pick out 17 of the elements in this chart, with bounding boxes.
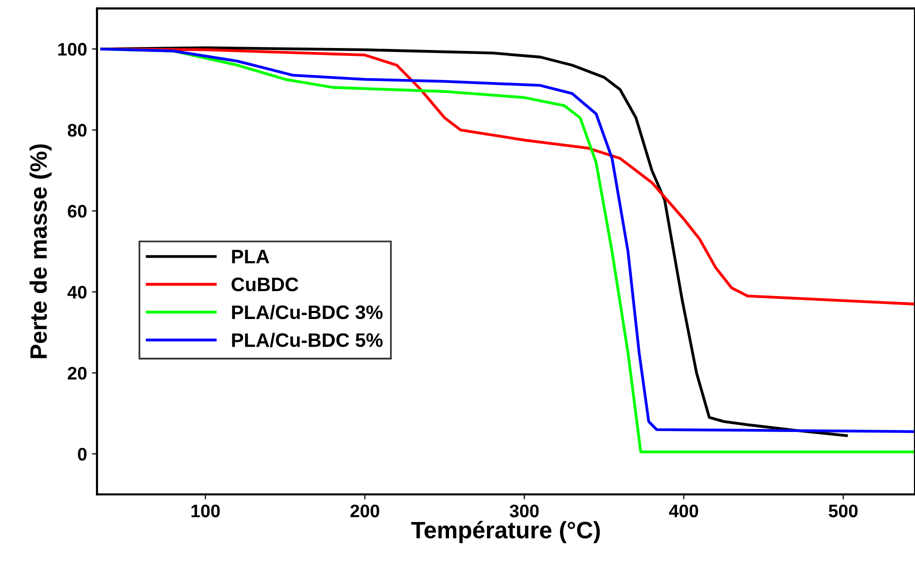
x-tick-label: 400: [669, 504, 698, 518]
x-tick-label: 200: [350, 504, 380, 518]
y-axis-title: Perte de masse (%): [30, 144, 52, 358]
x-tick-label: 300: [510, 504, 539, 518]
y-tick-label: 100: [58, 42, 87, 56]
x-tick-label: 100: [191, 504, 220, 518]
y-tick-label: 20: [68, 366, 87, 380]
y-tick-label: 0: [78, 448, 87, 461]
y-tick-label: 40: [67, 286, 87, 299]
x-tick-label: 500: [828, 504, 858, 518]
legend-label: PLA/Cu-BDC 5%: [232, 332, 383, 348]
legend-label: CuBDC: [232, 278, 298, 292]
x-axis-title: Température (°C): [411, 520, 600, 544]
y-tick-label: 80: [68, 124, 87, 137]
legend-label: PLA/Cu-BDC 3%: [232, 304, 383, 320]
y-tick-label: 60: [68, 204, 87, 218]
legend-label: PLA: [232, 250, 270, 264]
